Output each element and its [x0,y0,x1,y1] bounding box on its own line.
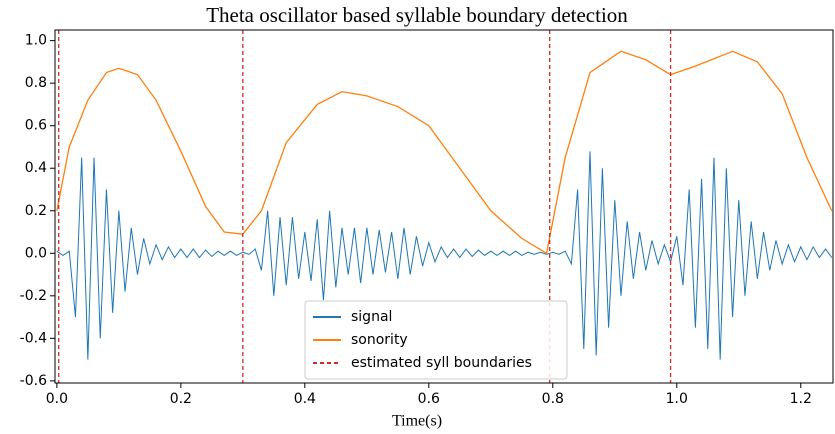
y-tick-label: 0.4 [25,160,47,176]
y-tick-label: -0.2 [20,288,47,304]
x-tick-label: 0.8 [542,391,564,407]
legend-label: signal [351,309,392,325]
chart-title: Theta oscillator based syllable boundary… [206,3,628,27]
series-line [56,151,833,360]
x-tick-label: 0.2 [170,391,192,407]
x-tick-label: 0.6 [418,391,440,407]
y-tick-label: 0.2 [25,203,47,219]
legend-label: estimated syll boundaries [351,355,532,371]
x-axis-label: Time(s) [392,413,442,430]
y-tick-label: 0.0 [25,245,47,261]
legend-box [304,300,568,380]
y-tick-label: 0.6 [25,118,47,134]
y-tick-label: -0.4 [20,330,47,346]
legend-label: sonority [351,332,408,348]
y-tick-label: 1.0 [25,33,47,49]
x-tick-label: 1.0 [666,391,688,407]
y-tick-label: 0.8 [25,75,47,91]
x-tick-label: 0.4 [294,391,316,407]
axes-frame [54,29,834,384]
x-tick-label: 0.0 [46,391,68,407]
legend: signal sonority estimated syll boundaries [304,300,568,380]
x-tick-label: 1.2 [790,391,812,407]
plot-area [56,30,833,383]
series-line [56,50,833,255]
y-tick-label: -0.6 [20,373,47,389]
